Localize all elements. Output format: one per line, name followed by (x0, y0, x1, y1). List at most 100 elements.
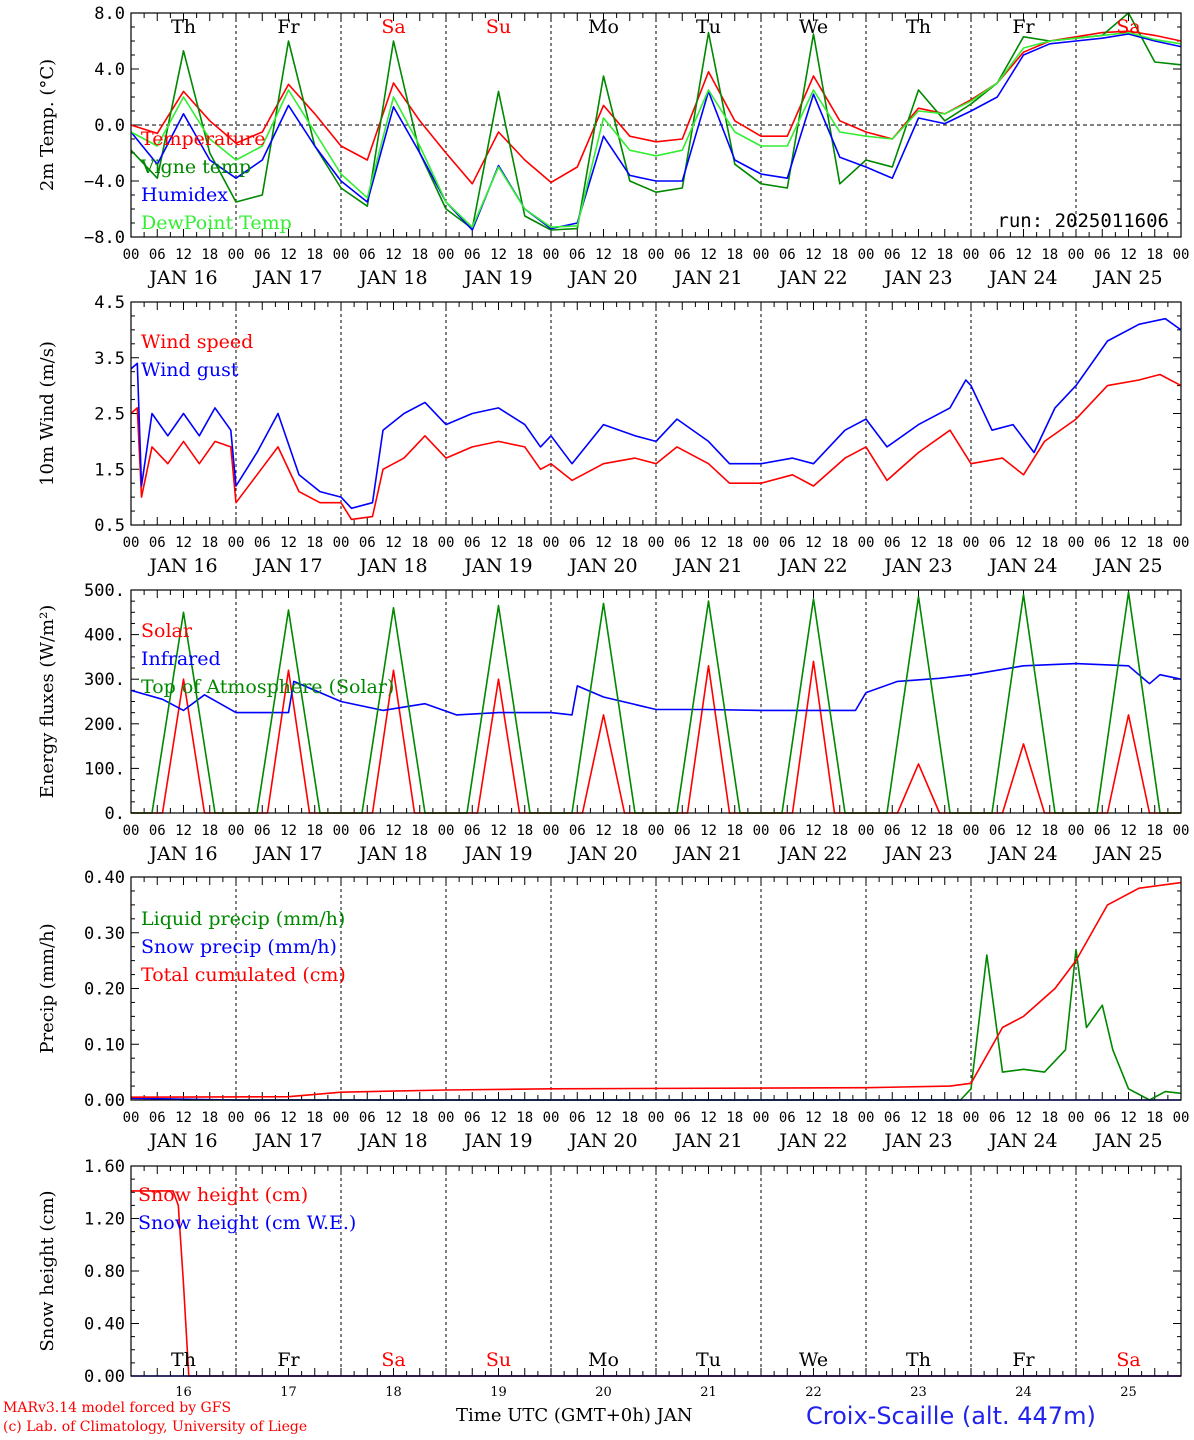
hour-tick-label: 00 (1068, 823, 1085, 839)
series-line-temperature (130, 30, 1182, 185)
hour-tick-label: 12 (805, 1110, 822, 1126)
legend-entry: Top of Atmosphere (Solar) (141, 676, 394, 698)
series-line-total-cumulated-cm- (130, 881, 1182, 1098)
weekday-label: Mo (588, 16, 619, 38)
hour-tick-label: 00 (753, 1110, 770, 1126)
hour-tick-label: 06 (569, 535, 586, 551)
series-line-liquid-precip-mm-h- (130, 948, 1182, 1101)
weekday-label: Sa (1116, 16, 1140, 38)
hour-tick-label: 06 (674, 823, 691, 839)
plot-frame (130, 301, 1182, 526)
hour-tick-label: 12 (700, 535, 717, 551)
date-label: JAN 23 (882, 843, 952, 865)
hour-tick-label: 06 (149, 823, 166, 839)
weekday-label: Fr (1012, 1349, 1035, 1371)
day-number-label: 23 (910, 1385, 927, 1400)
hour-tick-label: 12 (1120, 1110, 1137, 1126)
hour-tick-label: 06 (569, 247, 586, 263)
hour-tick-label: 12 (490, 535, 507, 551)
hour-tick-label: 12 (385, 1110, 402, 1126)
hour-tick-label: 18 (516, 535, 533, 551)
date-label: JAN 19 (462, 1130, 532, 1152)
series-line-top-of-atmosphere-solar- (131, 591, 1181, 814)
hour-tick-label: 12 (1120, 247, 1137, 263)
hour-tick-label: 00 (228, 1110, 245, 1126)
date-label: JAN 21 (672, 555, 742, 577)
weekday-label: Fr (1012, 16, 1035, 38)
date-label: JAN 17 (252, 843, 322, 865)
hour-tick-label: 18 (1041, 823, 1058, 839)
series-line-humidex (130, 33, 1182, 231)
hour-tick-label: 00 (543, 247, 560, 263)
date-label: JAN 19 (462, 555, 532, 577)
y-tick-label: 0.40 (84, 1315, 125, 1335)
run-label: run: 2025011606 (997, 210, 1169, 232)
hour-tick-label: 12 (175, 823, 192, 839)
hour-tick-label: 18 (1146, 247, 1163, 263)
hour-tick-label: 00 (858, 247, 875, 263)
hour-tick-label: 18 (1041, 247, 1058, 263)
hour-tick-label: 06 (1094, 823, 1111, 839)
y-tick-label: 0. (105, 804, 125, 824)
date-label: JAN 16 (147, 1130, 217, 1152)
y-tick-label: 1.5 (94, 460, 125, 480)
y-axis-label: Precip (mm/h) (37, 923, 58, 1053)
date-label: JAN 17 (252, 1130, 322, 1152)
plot-frame (130, 1165, 1182, 1377)
y-axis-label: 10m Wind (m/s) (37, 341, 58, 486)
date-label: JAN 23 (882, 1130, 952, 1152)
date-label: JAN 22 (777, 267, 847, 289)
date-label: JAN 23 (882, 555, 952, 577)
hour-tick-label: 18 (411, 247, 428, 263)
hour-tick-label: 06 (674, 247, 691, 263)
hour-tick-label: 00 (543, 823, 560, 839)
hour-tick-label: 18 (831, 247, 848, 263)
legend-entry: Temperature (141, 128, 265, 150)
hour-tick-label: 06 (359, 1110, 376, 1126)
legend-entry: Snow height (cm) (138, 1184, 308, 1206)
hour-tick-label: 18 (831, 535, 848, 551)
hour-tick-label: 12 (595, 1110, 612, 1126)
hour-tick-label: 12 (280, 535, 297, 551)
weekday-label: Su (486, 1349, 511, 1371)
hour-tick-label: 06 (989, 1110, 1006, 1126)
weekday-label: Tu (696, 1349, 721, 1371)
legend-entry: Humidex (141, 184, 228, 206)
hour-tick-label: 00 (1068, 247, 1085, 263)
hour-tick-label: 00 (648, 823, 665, 839)
hour-tick-label: 18 (726, 1110, 743, 1126)
hour-tick-label: 00 (333, 1110, 350, 1126)
y-tick-label: 200. (84, 715, 125, 735)
panel-1: −8.0 −4.0 0.0 4.0 8.0 2m Temp. (°C) Temperatur… (37, 4, 1189, 289)
hour-tick-label: 18 (411, 823, 428, 839)
hour-tick-label: 12 (910, 247, 927, 263)
panel-3: 0. 100. 200. 300. 400. 500. Energy fluxes (W/m… (37, 581, 1189, 865)
hour-tick-label: 00 (963, 247, 980, 263)
series-line-wind-gust (130, 317, 1182, 510)
date-label: JAN 25 (1092, 843, 1162, 865)
hour-tick-label: 18 (411, 535, 428, 551)
date-label: JAN 16 (147, 843, 217, 865)
y-tick-label: 500. (84, 581, 125, 601)
date-label: JAN 17 (252, 555, 322, 577)
date-label: JAN 20 (567, 843, 637, 865)
date-label: JAN 21 (672, 843, 742, 865)
weekday-label: Th (171, 1349, 196, 1371)
hour-tick-label: 00 (1068, 1110, 1085, 1126)
hour-tick-label: 18 (621, 1110, 638, 1126)
hour-tick-label: 06 (464, 1110, 481, 1126)
date-label: JAN 18 (357, 843, 427, 865)
hour-tick-label: 12 (805, 247, 822, 263)
hour-tick-label: 12 (805, 535, 822, 551)
hour-tick-label: 12 (595, 823, 612, 839)
hour-tick-label: 06 (1094, 1110, 1111, 1126)
hour-tick-label: 12 (700, 247, 717, 263)
y-tick-label: 8.0 (94, 4, 125, 24)
hour-tick-label: 00 (753, 823, 770, 839)
hour-tick-label: 00 (1173, 823, 1190, 839)
hour-tick-label: 18 (306, 1110, 323, 1126)
hour-tick-label: 06 (254, 823, 271, 839)
weekday-label: Fr (277, 16, 300, 38)
hour-tick-label: 06 (359, 823, 376, 839)
